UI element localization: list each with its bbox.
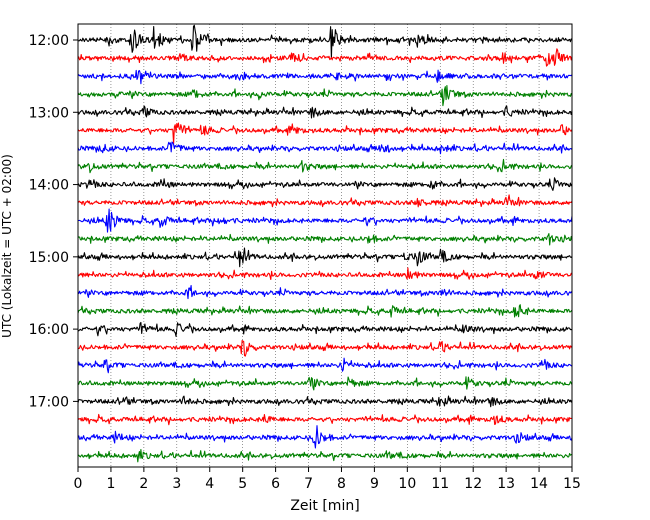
trace-1515: [77, 267, 573, 281]
trace-1545: [77, 304, 573, 318]
x-tick-label: 2: [139, 476, 148, 492]
trace-1230: [77, 69, 573, 85]
x-tick-label: 14: [530, 476, 548, 492]
trace-1315: [77, 122, 573, 145]
y-tick-label: 17:00: [29, 394, 69, 410]
x-tick-label: 15: [563, 476, 581, 492]
trace-1200: [77, 24, 573, 60]
trace-1300: [77, 105, 573, 119]
y-tick-label: 14:00: [29, 178, 69, 194]
y-axis-label: UTC (Lokalzeit = UTC + 02:00): [0, 154, 14, 338]
trace-1530: [77, 284, 573, 300]
trace-1415: [77, 194, 573, 208]
trace-1345: [77, 158, 573, 174]
trace-1645: [77, 376, 573, 391]
y-tick-label: 15:00: [29, 250, 69, 266]
x-tick-label: 8: [337, 476, 346, 492]
x-tick-label: 0: [74, 476, 83, 492]
trace-1730: [77, 425, 573, 449]
y-tick-label: 16:00: [29, 322, 69, 338]
x-tick-label: 6: [271, 476, 280, 492]
x-tick-label: 12: [464, 476, 482, 492]
trace-1615: [77, 340, 573, 357]
x-tick-label: 3: [172, 476, 181, 492]
plot-background: [78, 24, 572, 467]
x-tick-label: 7: [304, 476, 313, 492]
x-tick-label: 10: [398, 476, 416, 492]
x-tick-label: 9: [370, 476, 379, 492]
trace-1445: [77, 233, 573, 246]
x-tick-label: 5: [238, 476, 247, 492]
x-axis-label: Zeit [min]: [290, 498, 359, 514]
trace-1215: [77, 48, 573, 67]
y-tick-label: 13:00: [29, 105, 69, 121]
trace-1745: [77, 449, 573, 463]
trace-1245: [77, 84, 573, 107]
x-tick-label: 11: [431, 476, 449, 492]
trace-1430: [77, 208, 573, 233]
vertical-grid: [110, 24, 540, 467]
trace-1330: [77, 141, 573, 155]
x-axis-ticks: 0 1 2 3 4 5 6 7 8 9 10 11 12 13 14 15: [74, 467, 581, 492]
trace-1600: [77, 321, 573, 337]
trace-1715: [77, 413, 573, 426]
y-tick-label: 12:00: [29, 33, 69, 49]
x-tick-label: 13: [497, 476, 515, 492]
y-axis-ticks: 12:00 13:00 14:00 15:00 16:00 17:00: [29, 33, 78, 410]
trace-1400: [77, 177, 573, 191]
x-tick-label: 1: [106, 476, 115, 492]
trace-rows: [77, 24, 573, 463]
trace-1630: [77, 357, 573, 374]
plot-frame: [77, 23, 573, 468]
trace-1700: [77, 395, 573, 408]
x-tick-label: 4: [205, 476, 214, 492]
trace-1500: [77, 247, 573, 268]
